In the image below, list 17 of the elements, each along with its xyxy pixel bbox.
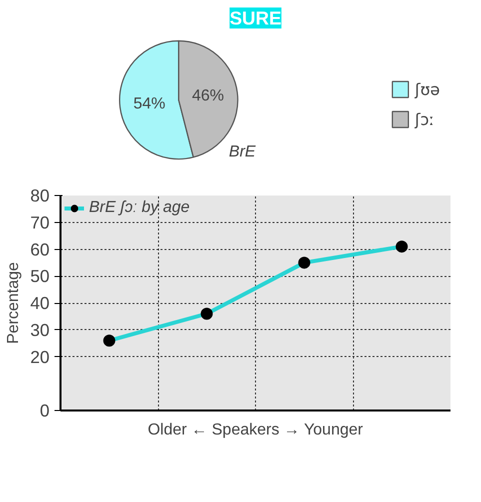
y-tick-label: 0 (40, 400, 50, 420)
y-tick-label: 80 (30, 186, 50, 206)
data-label: 54% (133, 95, 166, 112)
y-tick-label: 20 (30, 346, 50, 367)
legend-label: BrE ʃɔː by age (89, 199, 190, 217)
data-label: 46% (192, 88, 224, 105)
y-tick-label: 30 (30, 320, 50, 340)
y-tick-label: 60 (30, 239, 50, 260)
y-tick-label: 70 (30, 212, 50, 232)
text: BrE (228, 143, 256, 160)
y-tick-label: 40 (30, 293, 50, 313)
x-axis-title: Older ← Speakers → Younger (148, 422, 364, 438)
y-axis-title: Percentage (5, 262, 22, 344)
y-tick-label: 50 (30, 266, 50, 286)
legend-label: ʃʊə (414, 80, 440, 98)
legend-label: ʃɔː (414, 110, 435, 128)
chart-title: SURE (230, 8, 282, 28)
